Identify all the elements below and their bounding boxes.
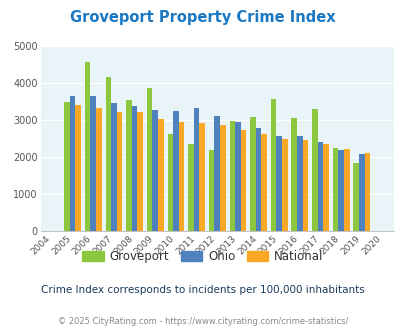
Bar bbox=[90, 96, 96, 231]
Bar bbox=[96, 108, 101, 231]
Bar bbox=[85, 62, 90, 231]
Bar bbox=[249, 117, 255, 231]
Bar bbox=[358, 154, 364, 231]
Bar bbox=[240, 130, 245, 231]
Bar bbox=[332, 148, 337, 231]
Bar bbox=[343, 149, 349, 231]
Bar bbox=[173, 111, 178, 231]
Bar bbox=[234, 121, 240, 231]
Bar bbox=[255, 127, 261, 231]
Bar bbox=[193, 108, 199, 231]
Bar bbox=[116, 112, 122, 231]
Bar bbox=[229, 121, 234, 231]
Bar bbox=[70, 96, 75, 231]
Bar bbox=[111, 104, 116, 231]
Bar bbox=[188, 144, 193, 231]
Bar bbox=[147, 88, 152, 231]
Bar bbox=[178, 122, 184, 231]
Bar bbox=[337, 150, 343, 231]
Bar bbox=[199, 123, 205, 231]
Bar bbox=[220, 125, 225, 231]
Bar bbox=[75, 105, 81, 231]
Bar bbox=[158, 119, 163, 231]
Bar bbox=[152, 110, 158, 231]
Bar bbox=[296, 136, 302, 231]
Bar bbox=[317, 142, 322, 231]
Legend: Groveport, Ohio, National: Groveport, Ohio, National bbox=[77, 245, 328, 268]
Bar bbox=[64, 102, 70, 231]
Bar bbox=[105, 77, 111, 231]
Bar bbox=[214, 116, 220, 231]
Bar bbox=[270, 99, 276, 231]
Bar bbox=[167, 134, 173, 231]
Bar bbox=[261, 134, 266, 231]
Bar bbox=[322, 144, 328, 231]
Bar bbox=[126, 100, 132, 231]
Bar bbox=[132, 106, 137, 231]
Bar bbox=[311, 109, 317, 231]
Bar bbox=[208, 150, 214, 231]
Bar bbox=[137, 112, 143, 231]
Text: Groveport Property Crime Index: Groveport Property Crime Index bbox=[70, 10, 335, 25]
Bar bbox=[281, 139, 287, 231]
Bar bbox=[302, 141, 307, 231]
Bar bbox=[364, 153, 369, 231]
Bar bbox=[276, 136, 281, 231]
Bar bbox=[291, 118, 296, 231]
Bar bbox=[353, 163, 358, 231]
Text: Crime Index corresponds to incidents per 100,000 inhabitants: Crime Index corresponds to incidents per… bbox=[41, 285, 364, 295]
Text: © 2025 CityRating.com - https://www.cityrating.com/crime-statistics/: © 2025 CityRating.com - https://www.city… bbox=[58, 317, 347, 326]
